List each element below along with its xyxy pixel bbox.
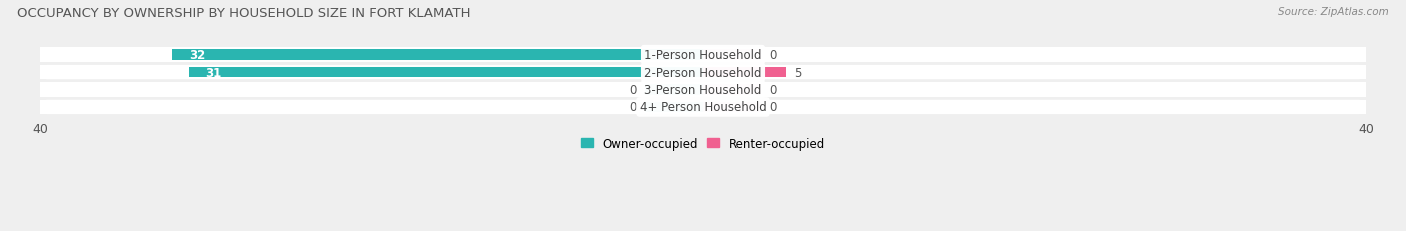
Bar (173, 50, 703, 61)
Bar (645, 85, 703, 95)
Text: 5: 5 (794, 66, 801, 79)
Text: 31: 31 (205, 66, 222, 79)
FancyBboxPatch shape (39, 83, 1367, 97)
Text: OCCUPANCY BY OWNERSHIP BY HOUSEHOLD SIZE IN FORT KLAMATH: OCCUPANCY BY OWNERSHIP BY HOUSEHOLD SIZE… (17, 7, 471, 20)
Legend: Owner-occupied, Renter-occupied: Owner-occupied, Renter-occupied (581, 137, 825, 150)
Text: 0: 0 (630, 84, 637, 97)
Bar (703, 85, 761, 95)
Text: 1-Person Household: 1-Person Household (644, 49, 762, 62)
Bar (39, 48, 1367, 63)
FancyBboxPatch shape (39, 100, 1367, 115)
Bar (39, 66, 1367, 80)
Bar (703, 102, 761, 113)
FancyBboxPatch shape (39, 48, 1367, 63)
Bar (703, 67, 786, 78)
FancyBboxPatch shape (39, 66, 1367, 80)
Text: 2-Person Household: 2-Person Household (644, 66, 762, 79)
Text: 4+ Person Household: 4+ Person Household (640, 101, 766, 114)
Bar (188, 67, 703, 78)
Text: 0: 0 (630, 101, 637, 114)
Text: Source: ZipAtlas.com: Source: ZipAtlas.com (1278, 7, 1389, 17)
Text: 0: 0 (769, 49, 776, 62)
Bar (703, 50, 761, 61)
Text: 0: 0 (769, 84, 776, 97)
Bar (39, 100, 1367, 115)
Text: 32: 32 (188, 49, 205, 62)
Text: 0: 0 (769, 101, 776, 114)
Bar (645, 102, 703, 113)
Bar (39, 83, 1367, 97)
Text: 3-Person Household: 3-Person Household (644, 84, 762, 97)
